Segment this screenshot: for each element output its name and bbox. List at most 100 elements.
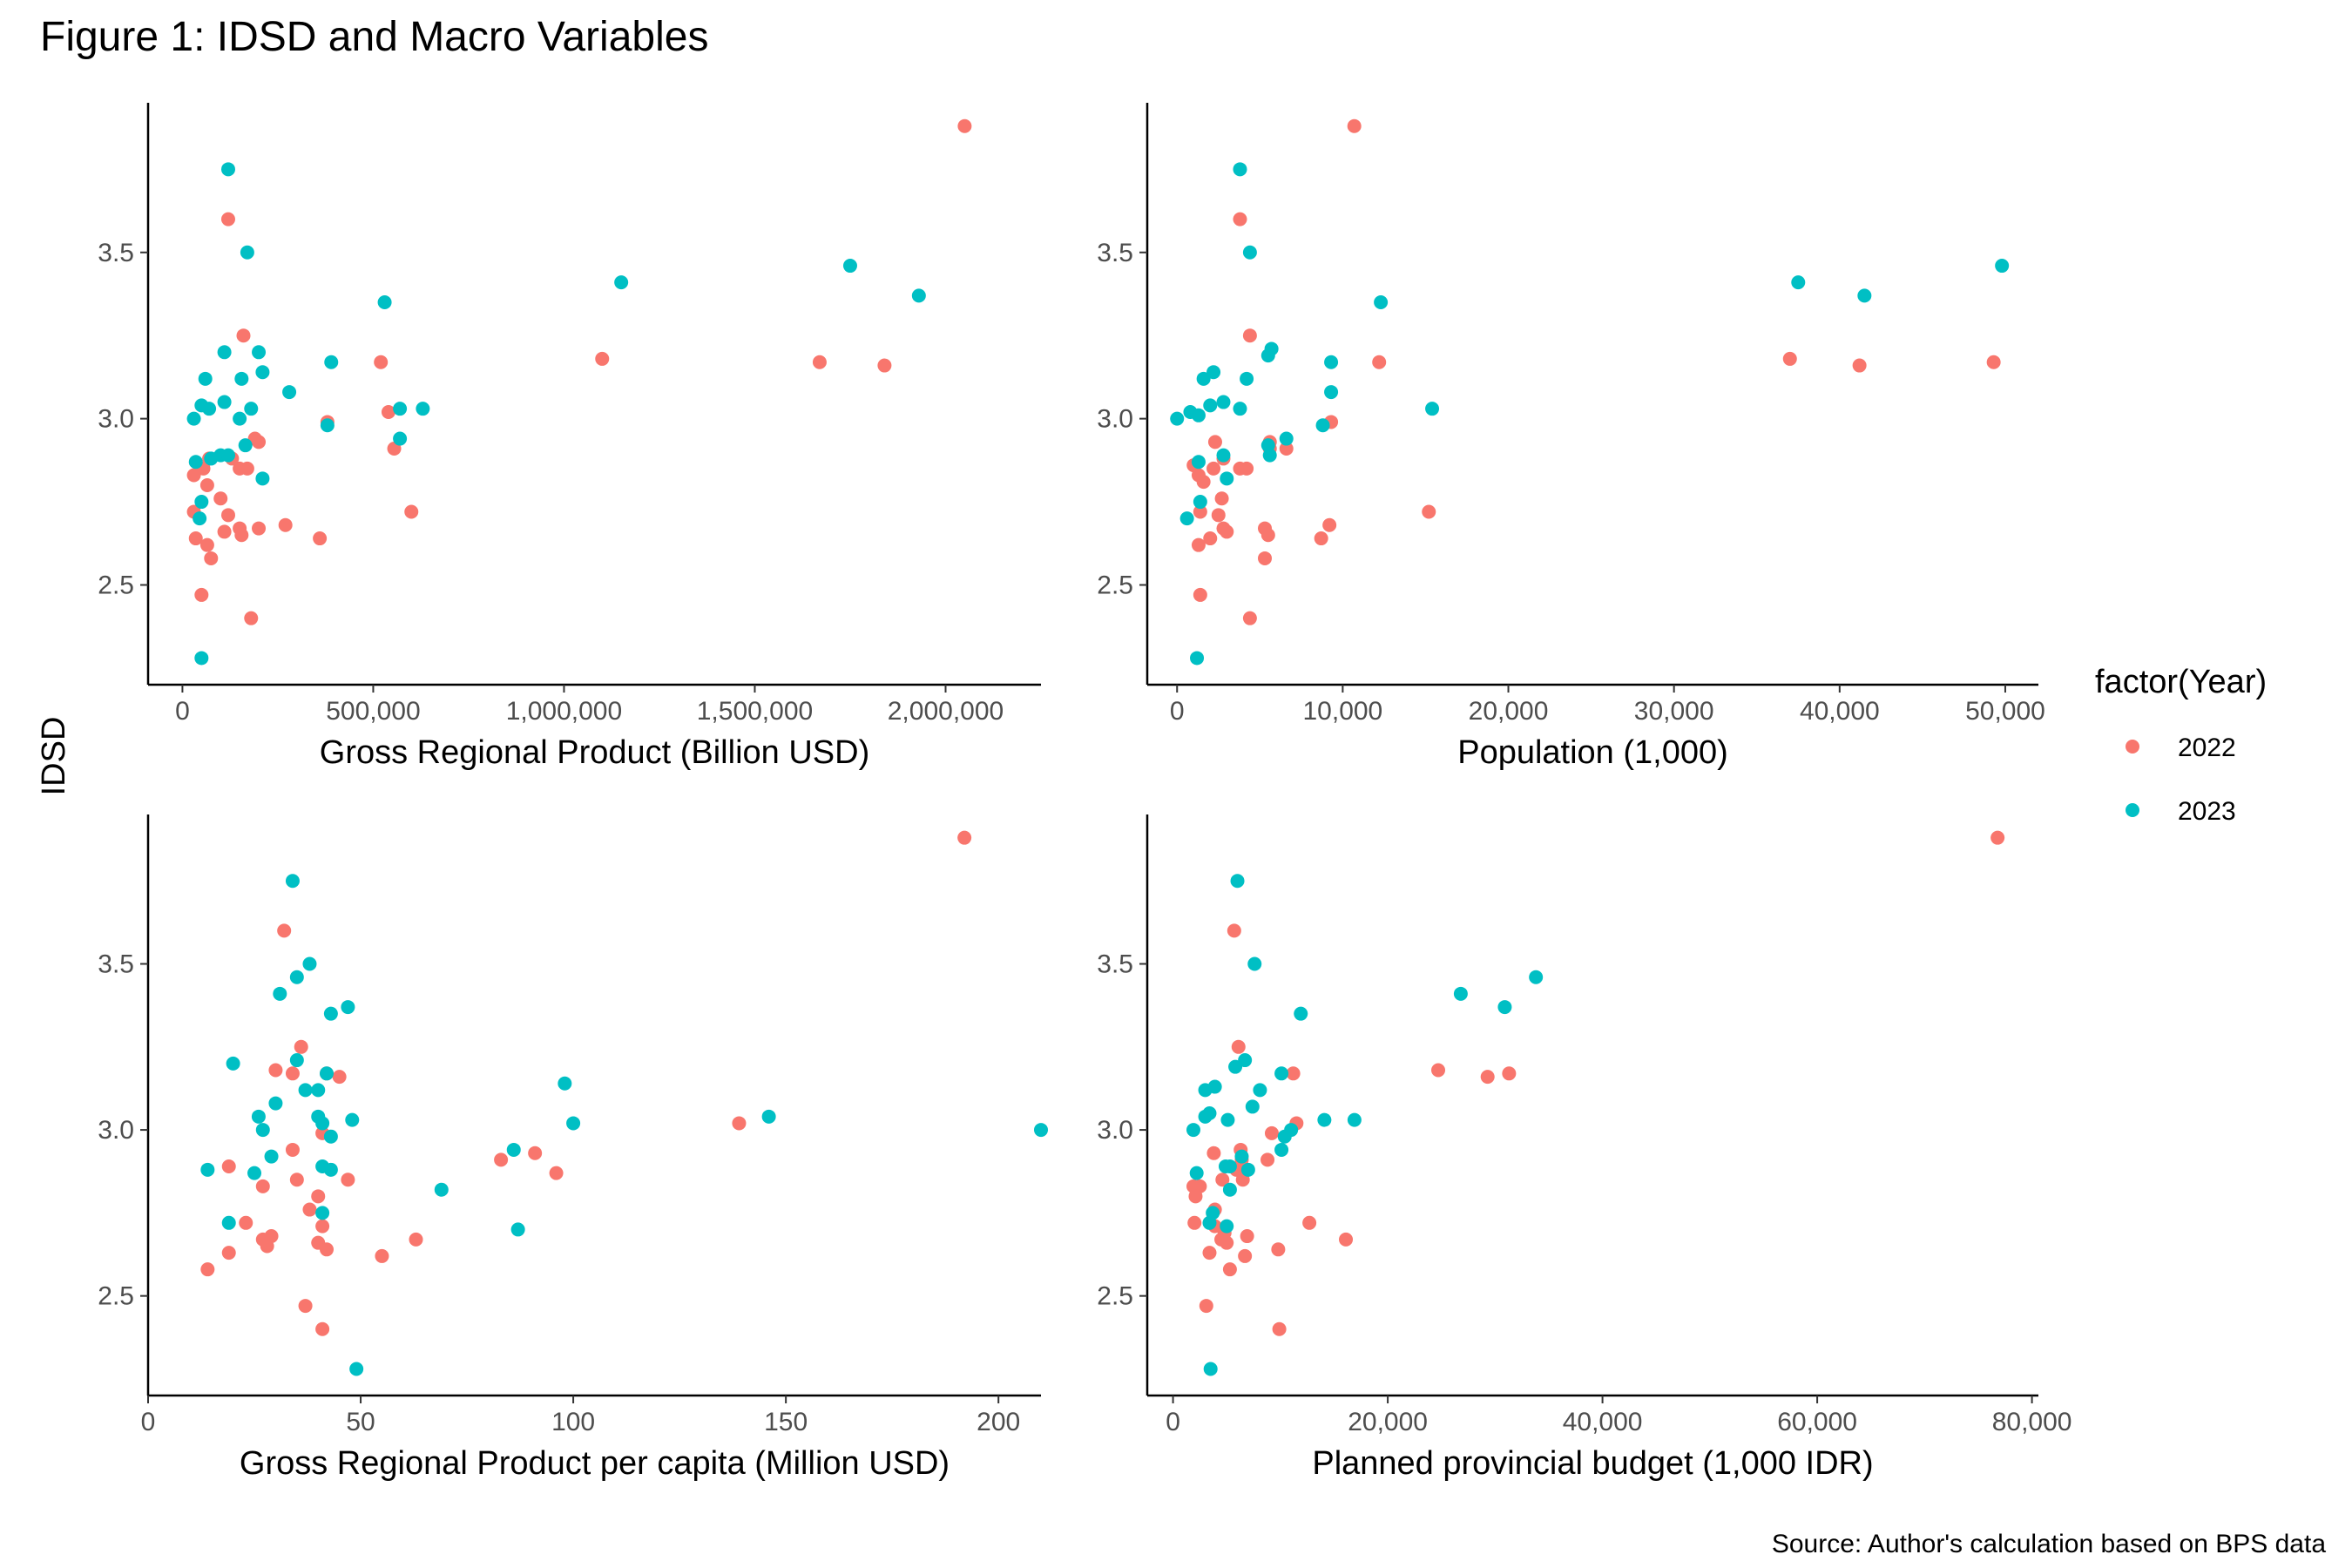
data-point-2023 [349, 1362, 364, 1376]
data-point-2023 [273, 986, 287, 1001]
data-point-2022 [1233, 212, 1247, 226]
data-point-2023 [1529, 970, 1544, 984]
data-point-2023 [1324, 385, 1339, 400]
data-point-2023 [289, 970, 304, 984]
y-tick-label: 3.5 [1097, 239, 1133, 267]
data-point-2023 [1222, 1182, 1237, 1197]
data-point-2022 [1187, 1215, 1202, 1230]
panels: 2.5 3.0 3.5 0 500,000 1,000,000 1,500,000 2,000… [98, 103, 2072, 1482]
data-point-2022 [494, 1152, 509, 1167]
data-point-2023 [252, 345, 267, 360]
data-point-2022 [1314, 531, 1328, 546]
legend-label-2023: 2023 [2178, 797, 2236, 826]
x-tick-label: 50,000 [1965, 697, 2045, 726]
data-point-2022 [341, 1173, 355, 1187]
data-point-2023 [194, 495, 209, 510]
x-tick-label: 20,000 [1348, 1408, 1428, 1436]
series-2023 [200, 874, 1048, 1376]
data-point-2023 [510, 1222, 525, 1237]
data-point-2022 [877, 358, 892, 373]
data-point-2023 [1347, 1112, 1362, 1127]
legend-title: factor(Year) [2095, 664, 2267, 700]
legend: factor(Year) 2022 2023 [2095, 664, 2267, 826]
data-point-2023 [204, 451, 219, 466]
data-point-2023 [188, 455, 203, 470]
data-point-2023 [1274, 1066, 1289, 1081]
x-tick-label: 150 [764, 1408, 808, 1436]
data-point-2022 [277, 923, 292, 938]
data-point-2023 [345, 1112, 360, 1127]
x-tick-label: 60,000 [1777, 1408, 1857, 1436]
data-point-2023 [226, 1056, 240, 1071]
data-point-2023 [434, 1182, 449, 1197]
data-point-2022 [217, 524, 232, 539]
data-point-2022 [294, 1039, 308, 1054]
data-point-2022 [302, 1202, 317, 1217]
data-point-2023 [1220, 1219, 1234, 1233]
data-point-2023 [1374, 295, 1389, 310]
x-tick-label: 10,000 [1302, 697, 1382, 726]
data-point-2023 [285, 874, 300, 889]
data-point-2022 [957, 830, 972, 845]
data-point-2022 [1431, 1063, 1446, 1078]
data-point-2022 [1347, 118, 1362, 133]
y-tick-label: 3.5 [98, 950, 134, 979]
data-point-2023 [911, 288, 926, 303]
data-point-2022 [1986, 355, 2001, 369]
y-tick-label: 2.5 [98, 571, 134, 599]
data-point-2022 [1188, 1189, 1203, 1204]
data-point-2023 [1274, 1142, 1289, 1157]
data-point-2023 [1198, 1083, 1213, 1098]
data-point-2023 [298, 1083, 313, 1098]
data-point-2023 [1294, 1006, 1308, 1021]
data-point-2023 [217, 395, 232, 409]
y-tick-label: 2.5 [1097, 571, 1133, 599]
panel-population: 2.5 3.0 3.5 0 10,000 20,000 30,000 40,000 50,000… [1097, 103, 2045, 771]
data-point-2022 [239, 1215, 253, 1230]
data-point-2022 [199, 477, 214, 492]
data-point-2023 [1277, 1129, 1292, 1144]
data-point-2022 [315, 1219, 330, 1233]
data-point-2023 [761, 1109, 776, 1124]
data-point-2023 [1230, 874, 1245, 889]
data-point-2023 [194, 651, 209, 666]
data-point-2022 [1203, 531, 1218, 546]
data-point-2023 [1203, 398, 1218, 413]
data-point-2023 [1995, 259, 2010, 274]
legend-key-2022 [2126, 740, 2139, 754]
data-point-2023 [1857, 288, 1872, 303]
data-point-2022 [311, 1189, 326, 1204]
data-point-2023 [198, 371, 213, 386]
data-point-2023 [1247, 956, 1262, 971]
data-point-2022 [1220, 524, 1234, 539]
data-point-2023 [315, 1206, 330, 1220]
data-point-2023 [1260, 348, 1275, 363]
data-point-2022 [315, 1321, 330, 1336]
data-point-2022 [1258, 551, 1273, 565]
data-point-2023 [220, 162, 235, 177]
data-point-2022 [1196, 475, 1211, 490]
data-point-2022 [220, 508, 235, 523]
data-point-2023 [1196, 371, 1211, 386]
x-tick-label: 500,000 [326, 697, 420, 726]
x-tick-label: 30,000 [1634, 697, 1714, 726]
legend-label-2022: 2022 [2178, 733, 2236, 762]
data-point-2022 [381, 404, 395, 419]
data-point-2022 [595, 351, 610, 366]
data-point-2023 [255, 471, 270, 486]
data-point-2022 [252, 521, 267, 536]
data-point-2023 [1216, 448, 1231, 463]
data-point-2022 [732, 1116, 747, 1131]
data-point-2023 [393, 402, 408, 416]
data-point-2023 [1240, 371, 1254, 386]
data-point-2022 [957, 118, 972, 133]
panel-budget: 2.5 3.0 3.5 0 20,000 40,000 60,000 80,000 Planne… [1097, 814, 2072, 1482]
data-point-2022 [220, 212, 235, 226]
data-point-2022 [255, 1179, 270, 1193]
data-point-2023 [377, 295, 392, 310]
x-axis-title: Gross Regional Product (Billion USD) [320, 734, 869, 771]
data-point-2022 [1220, 1235, 1234, 1250]
data-point-2022 [375, 1248, 389, 1263]
